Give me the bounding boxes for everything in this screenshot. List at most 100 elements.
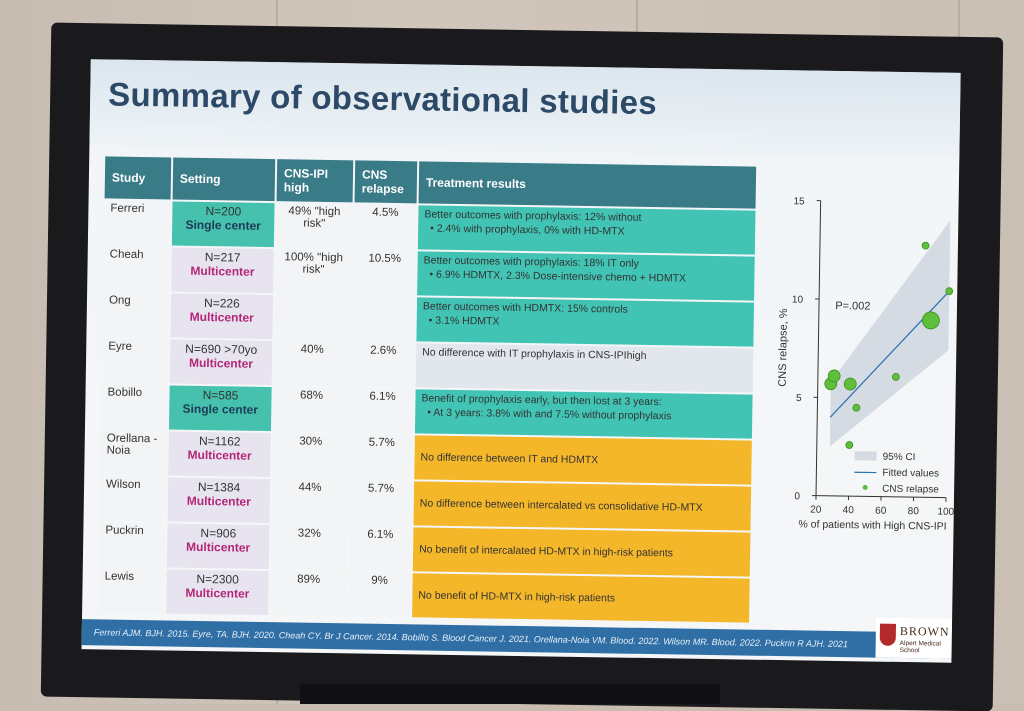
monitor: Summary of observational studies Study S… <box>41 23 1003 711</box>
confidence-band <box>830 219 951 449</box>
sample-size: N=200 <box>178 204 268 219</box>
data-point <box>892 373 899 380</box>
study-name: Wilson <box>100 476 167 521</box>
cns-relapse-value: 4.5% <box>354 204 417 249</box>
cnsipi-high-value: 89% <box>270 571 347 616</box>
data-point <box>846 441 853 448</box>
cns-relapse-value: 5.7% <box>350 434 413 479</box>
setting-type: Multicenter <box>172 586 262 601</box>
cns-relapse-value: 5.7% <box>350 480 413 525</box>
study-name: Puckrin <box>99 522 166 567</box>
study-name: Eyre <box>102 338 169 383</box>
treatment-result: No benefit of HD-MTX in high-risk patien… <box>412 573 750 622</box>
header-cnsipi: CNS-IPI high <box>277 159 354 202</box>
table-header-row: Study Setting CNS-IPI high CNS relapse T… <box>105 156 757 208</box>
study-name: Lewis <box>98 568 165 613</box>
studies-table: Study Setting CNS-IPI high CNS relapse T… <box>96 154 758 624</box>
header-treatment-results: Treatment results <box>419 161 757 208</box>
sample-size: N=2300 <box>173 572 263 587</box>
cns-relapse-value <box>352 296 415 341</box>
cnsipi-high-value: 49% "high risk" <box>276 203 353 248</box>
treatment-result: Benefit of prophylaxis early, but then l… <box>415 389 753 438</box>
legend-fit-label: Fitted values <box>882 468 939 480</box>
sample-size: N=1162 <box>175 434 265 449</box>
cnsipi-high-value: 32% <box>271 525 348 570</box>
legend-ci-label: 95% CI <box>883 452 916 464</box>
cns-relapse-value: 6.1% <box>349 526 412 571</box>
treatment-result: Better outcomes with prophylaxis: 18% IT… <box>417 251 755 300</box>
treatment-result: No benefit of intercalated HD-MTX in hig… <box>413 527 751 576</box>
setting-type: Single center <box>178 218 268 233</box>
setting-type: Multicenter <box>174 448 264 463</box>
data-point <box>922 242 929 249</box>
setting-type: Multicenter <box>173 540 263 555</box>
y-axis-label: CNS relapse, % <box>777 308 790 387</box>
study-name: Ong <box>102 292 169 337</box>
y-tick-label: 10 <box>792 295 804 306</box>
legend-ci-swatch <box>855 451 877 460</box>
cnsipi-high-value: 100% "high risk" <box>275 249 352 294</box>
y-axis <box>816 201 821 496</box>
treatment-result-line1: No benefit of HD-MTX in high-risk patien… <box>418 588 743 607</box>
header-study: Study <box>105 156 172 199</box>
legend-point-label: CNS relapse <box>882 484 939 496</box>
setting-type: Multicenter <box>174 494 264 509</box>
data-point <box>946 288 953 295</box>
study-name: Bobillo <box>101 384 168 429</box>
treatment-result-line1: No difference between IT and HDMTX <box>420 450 745 469</box>
header-setting: Setting <box>173 157 276 201</box>
y-tick-label: 15 <box>793 196 805 207</box>
treatment-result: Better outcomes with HDMTX: 15% controls… <box>416 297 754 346</box>
sample-size: N=585 <box>175 388 265 403</box>
sample-size: N=217 <box>178 250 268 265</box>
legend-point-swatch <box>863 485 868 490</box>
brown-logo-subtitle: Alpert Medical School <box>900 640 952 655</box>
setting-type: Multicenter <box>177 264 267 279</box>
data-point <box>844 378 856 390</box>
cnsipi-high-value: 68% <box>273 387 350 432</box>
x-tick-label: 100 <box>937 507 954 518</box>
p-value-annotation: P=.002 <box>835 300 870 313</box>
brown-shield-icon <box>880 624 896 646</box>
header-cns-relapse: CNS relapse <box>355 160 418 203</box>
x-axis-label: % of patients with High CNS-IPI <box>798 518 946 532</box>
cnsipi-high-value: 40% <box>274 341 351 386</box>
setting-type: Multicenter <box>177 310 267 325</box>
x-tick-label: 20 <box>810 505 822 516</box>
treatment-result-line1: No benefit of intercalated HD-MTX in hig… <box>419 542 744 561</box>
x-tick-label: 40 <box>843 505 855 516</box>
treatment-result: No difference with IT prophylaxis in CNS… <box>416 343 754 392</box>
monitor-stand <box>300 684 720 704</box>
setting-type: Single center <box>175 402 265 417</box>
brown-logo-name: BROWN <box>900 624 950 640</box>
data-point <box>853 404 860 411</box>
treatment-result: Better outcomes with prophylaxis: 12% wi… <box>418 205 756 254</box>
references-footer: Ferreri AJM. BJH. 2015. Eyre, TA. BJH. 2… <box>82 619 961 659</box>
x-tick-label: 80 <box>908 506 920 517</box>
sample-size: N=906 <box>173 526 263 541</box>
treatment-result: No difference between IT and HDMTX <box>414 435 752 484</box>
data-point <box>922 312 939 329</box>
y-tick-label: 0 <box>794 491 800 502</box>
data-point <box>828 370 840 382</box>
presentation-slide: Summary of observational studies Study S… <box>82 59 961 663</box>
cns-relapse-value: 10.5% <box>353 250 416 295</box>
study-name: Ferreri <box>104 200 171 245</box>
cns-relapse-value: 9% <box>348 572 411 617</box>
sample-size: N=1384 <box>174 480 264 495</box>
sample-size: N=690 >70yo <box>176 342 266 357</box>
treatment-result: No difference between intercalated vs co… <box>413 481 751 530</box>
